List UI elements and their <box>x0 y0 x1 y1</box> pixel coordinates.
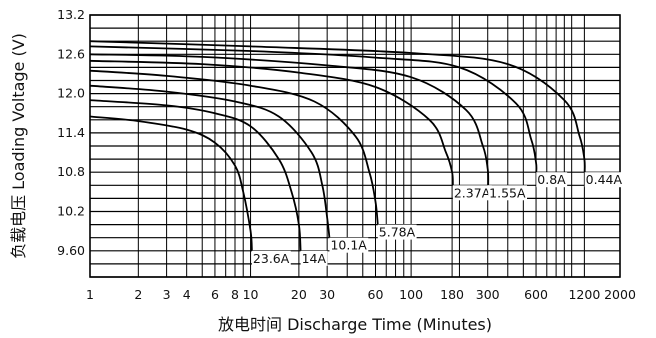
x-tick-label: 300 <box>476 287 500 302</box>
y-tick-label: 12.0 <box>57 86 85 101</box>
x-tick-label: 30 <box>319 287 335 302</box>
curve-label-bg <box>300 250 328 266</box>
x-tick-label: 1 <box>86 287 94 302</box>
x-axis-label: 放电时间 Discharge Time (Minutes) <box>218 315 492 334</box>
curve-label-0-8A: 0.8A <box>537 172 566 187</box>
curve-label-bg <box>251 250 291 266</box>
x-tick-label: 100 <box>399 287 423 302</box>
x-tick-label: 6 <box>211 287 219 302</box>
curve-label-bg <box>536 172 568 188</box>
y-tick-label: 12.6 <box>57 46 85 61</box>
tick-labels: 1 2 3 4 6 8 10 20 30 60 100 180 300 600 1200 2000 9.60 10… <box>57 7 636 302</box>
curve-label-5-78A: 5.78A <box>379 225 416 240</box>
y-axis-label: 负载电压 Loading Voltage (V) <box>9 33 28 259</box>
x-tick-label: 2000 <box>604 287 636 302</box>
curves <box>89 40 586 251</box>
series-line-0-44A <box>89 40 586 173</box>
y-tick-label: 10.2 <box>57 204 85 219</box>
curve-label-10-1A: 10.1A <box>330 238 367 253</box>
x-tick-label: 1200 <box>568 287 600 302</box>
curve-label-14A: 14A <box>302 251 327 266</box>
x-tick-label: 180 <box>440 287 464 302</box>
x-tick-label: 20 <box>291 287 307 302</box>
x-tick-label: 10 <box>243 287 259 302</box>
x-tick-label: 2 <box>134 287 142 302</box>
y-tick-label: 13.2 <box>57 7 85 22</box>
y-tick-label: 9.60 <box>57 243 85 258</box>
y-tick-label: 11.4 <box>57 125 85 140</box>
x-tick-label: 600 <box>524 287 548 302</box>
plot-frame <box>89 14 621 278</box>
x-tick-label: 3 <box>163 287 171 302</box>
curve-label-bg <box>452 185 492 201</box>
curve-label-bg <box>584 172 624 188</box>
curve-label-bg <box>329 237 369 253</box>
series-line-5-78A <box>89 69 379 225</box>
curve-label-23-6A: 23.6A <box>253 251 290 266</box>
curve-label-bg <box>377 224 417 240</box>
y-tick-label: 10.8 <box>57 164 85 179</box>
series-line-10-1A <box>89 84 331 238</box>
curve-label-0-44A: 0.44A <box>586 172 623 187</box>
x-tick-label: 60 <box>368 287 384 302</box>
x-tick-label: 4 <box>183 287 191 302</box>
series-line-1-55A <box>89 53 490 186</box>
series-line-23-6A <box>89 115 253 251</box>
x-tick-label: 8 <box>231 287 239 302</box>
curve-label-bg <box>488 185 528 201</box>
series-line-14A <box>89 99 302 251</box>
series-line-0-8A <box>89 45 538 173</box>
curve-label-1-55A: 1.55A <box>489 185 526 200</box>
series-line-2-37A <box>89 59 454 186</box>
curve-label-2-37A: 2.37A <box>454 185 491 200</box>
